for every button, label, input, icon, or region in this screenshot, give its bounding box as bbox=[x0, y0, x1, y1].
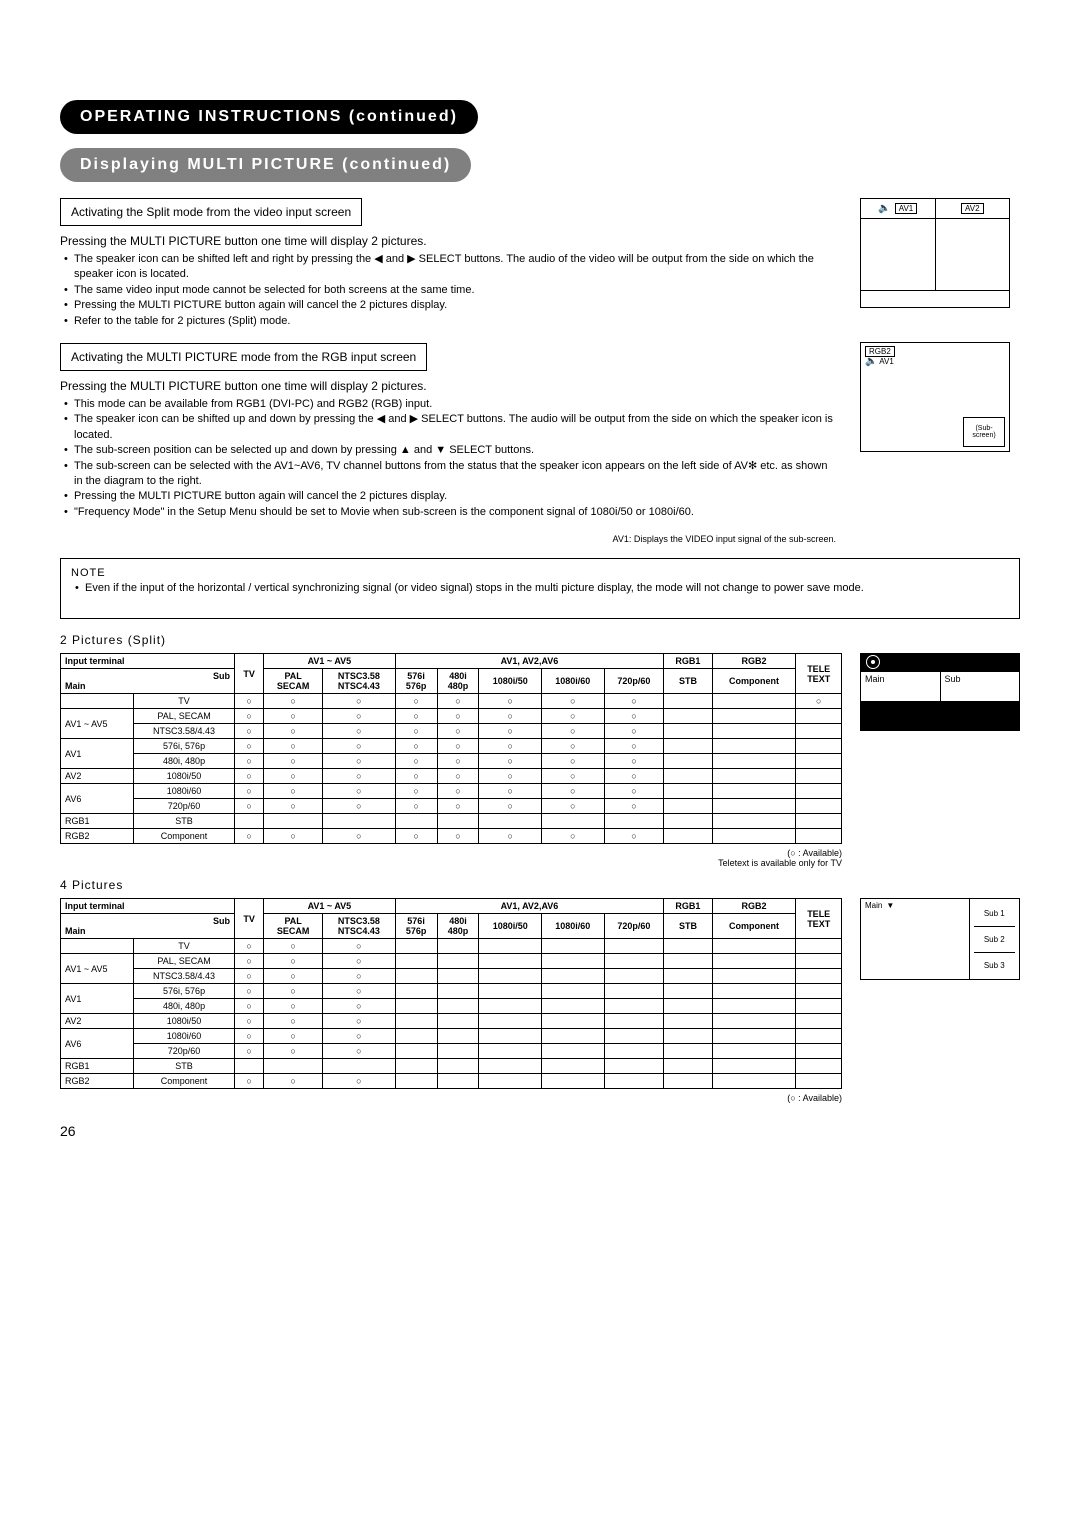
legend-4pic: (○ : Available) bbox=[60, 1093, 842, 1103]
note-text: Even if the input of the horizontal / ve… bbox=[71, 581, 1009, 596]
note-label: NOTE bbox=[71, 567, 1009, 579]
bullet-item: Refer to the table for 2 pictures (Split… bbox=[60, 314, 836, 329]
speaker-icon bbox=[865, 357, 877, 366]
diagram-pip: RGB2 AV1 (Sub-screen) bbox=[860, 342, 1010, 452]
bullet-item: This mode can be available from RGB1 (DV… bbox=[60, 397, 836, 412]
bullet-item: The same video input mode cannot be sele… bbox=[60, 283, 836, 298]
note-box: NOTE Even if the input of the horizontal… bbox=[60, 558, 1020, 619]
chevron-down-icon bbox=[886, 901, 894, 910]
sub-screen-box: (Sub-screen) bbox=[963, 417, 1005, 447]
intro-1: Pressing the MULTI PICTURE button one ti… bbox=[60, 234, 836, 248]
box-title-rgb: Activating the MULTI PICTURE mode from t… bbox=[60, 343, 427, 371]
bullet-item: The sub-screen position can be selected … bbox=[60, 443, 836, 458]
page-number: 26 bbox=[60, 1123, 1020, 1139]
heading-operating: OPERATING INSTRUCTIONS (continued) bbox=[60, 100, 478, 134]
title-2pic: 2 Pictures (Split) bbox=[60, 633, 1020, 647]
title-4pic: 4 Pictures bbox=[60, 878, 1020, 892]
bullet-item: Pressing the MULTI PICTURE button again … bbox=[60, 489, 836, 504]
diagram-split: AV1 AV2 bbox=[860, 198, 1010, 308]
speaker-icon bbox=[866, 655, 880, 669]
bullets-2: This mode can be available from RGB1 (DV… bbox=[60, 397, 836, 520]
diagram-split-side: Main Sub bbox=[860, 653, 1020, 731]
bullets-1: The speaker icon can be shifted left and… bbox=[60, 252, 836, 329]
heading-multipicture: Displaying MULTI PICTURE (continued) bbox=[60, 148, 471, 182]
bullet-item: The speaker icon can be shifted left and… bbox=[60, 252, 836, 283]
bullet-item: Pressing the MULTI PICTURE button again … bbox=[60, 298, 836, 313]
bullet-item: The speaker icon can be shifted up and d… bbox=[60, 412, 836, 443]
table-2pic-split: Input terminalTVAV1 ~ AV5AV1, AV2,AV6RGB… bbox=[60, 653, 842, 844]
legend-split: (○ : Available) Teletext is available on… bbox=[60, 848, 842, 868]
box-title-split: Activating the Split mode from the video… bbox=[60, 198, 362, 226]
bullet-item: The sub-screen can be selected with the … bbox=[60, 459, 836, 490]
table-4pic: Input terminalTVAV1 ~ AV5AV1, AV2,AV6RGB… bbox=[60, 898, 842, 1089]
diagram-4pic-side: Main Sub 1 Sub 2 Sub 3 bbox=[860, 898, 1020, 980]
speaker-icon bbox=[878, 203, 890, 214]
caption-av1: AV1: Displays the VIDEO input signal of … bbox=[60, 534, 836, 544]
bullet-item: "Frequency Mode" in the Setup Menu shoul… bbox=[60, 505, 836, 520]
intro-2: Pressing the MULTI PICTURE button one ti… bbox=[60, 379, 836, 393]
